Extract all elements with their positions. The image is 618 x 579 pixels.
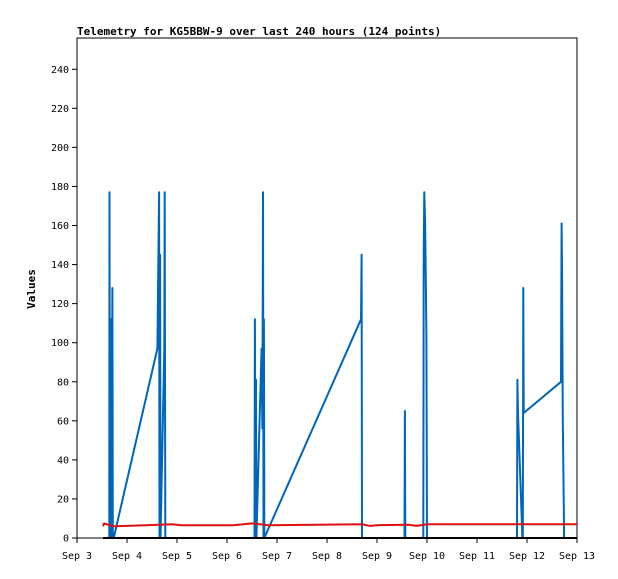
x-axis: Sep 3 Sep 4 Sep 5 Sep 6 Sep 7 Sep 8 Sep 9 Sep 1… [62, 538, 595, 562]
y-tick-label: 140 [51, 260, 69, 271]
y-tick-label: 200 [51, 143, 69, 154]
y-tick-label: 100 [51, 338, 69, 349]
x-tick-label: Sep 10 [409, 551, 445, 562]
y-axis-title: Values [25, 269, 38, 309]
y-tick-label: 160 [51, 221, 69, 232]
x-tick-label: Sep 7 [262, 551, 292, 562]
chart-title: Telemetry for KG5BBW-9 over last 240 hou… [77, 25, 441, 38]
y-tick-label: 0 [63, 534, 69, 545]
x-tick-label: Sep 9 [362, 551, 392, 562]
x-tick-label: Sep 13 [559, 551, 595, 562]
y-tick-label: 60 [57, 416, 69, 427]
series-line-2 [102, 522, 577, 528]
series-layer [102, 191, 577, 539]
x-tick-label: Sep 6 [212, 551, 242, 562]
x-tick-label: Sep 3 [62, 551, 92, 562]
x-tick-label: Sep 5 [162, 551, 192, 562]
y-tick-label: 180 [51, 182, 69, 193]
x-tick-label: Sep 11 [459, 551, 495, 562]
y-tick-label: 80 [57, 377, 69, 388]
y-axis: 0 20 40 60 80 100 120 140 160 180 200 220 240 [51, 65, 77, 545]
x-tick-label: Sep 12 [509, 551, 545, 562]
plot-frame [76, 37, 578, 539]
x-tick-label: Sep 4 [112, 551, 142, 562]
y-tick-label: 220 [51, 104, 69, 115]
y-tick-label: 40 [57, 455, 69, 466]
x-tick-label: Sep 8 [312, 551, 342, 562]
y-tick-label: 240 [51, 65, 69, 76]
y-tick-label: 20 [57, 494, 69, 505]
y-tick-label: 120 [51, 299, 69, 310]
